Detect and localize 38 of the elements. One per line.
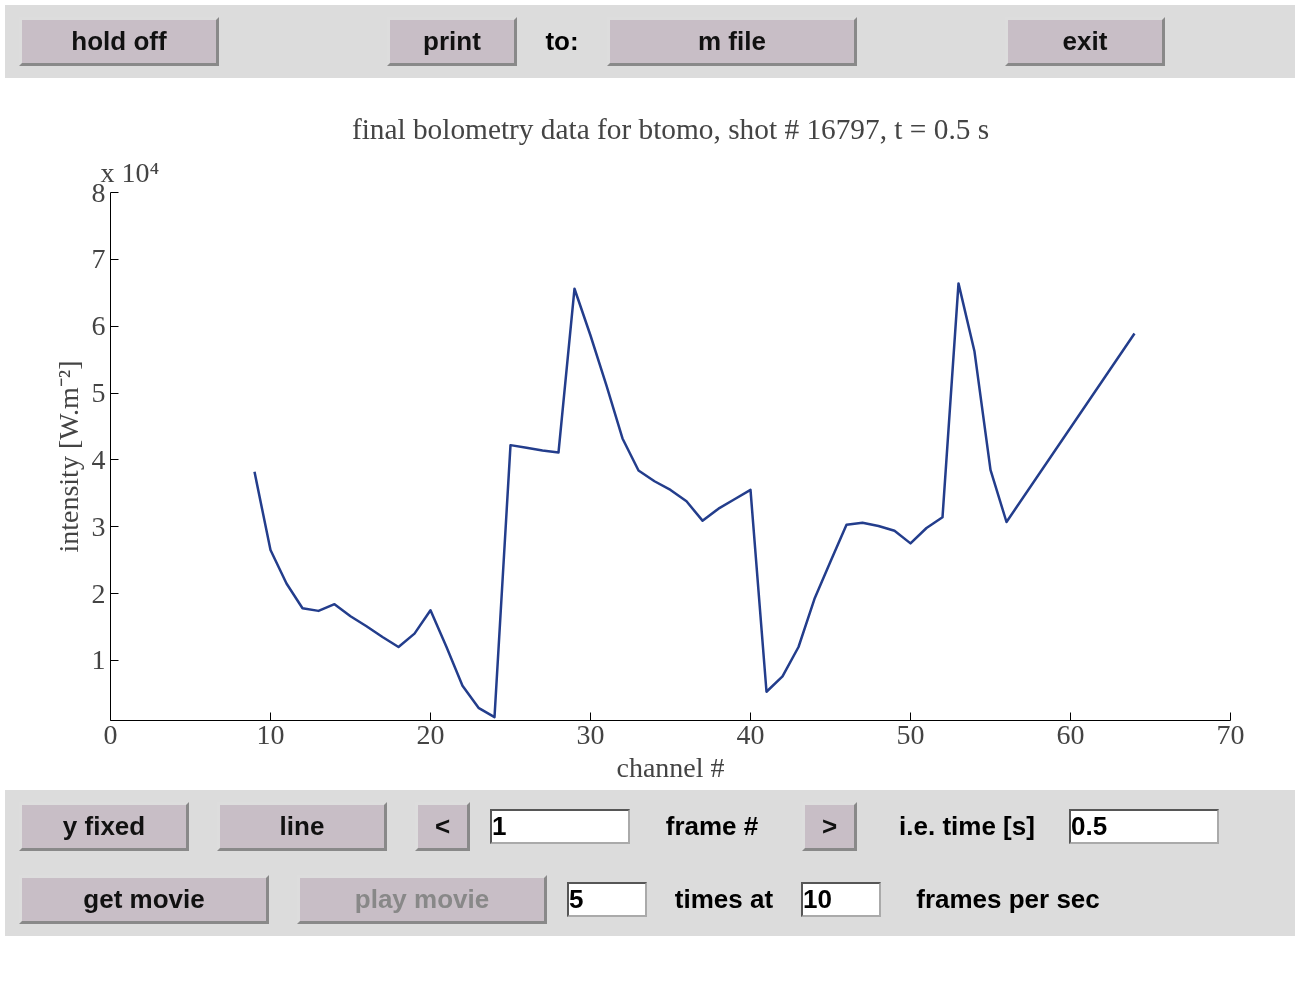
x-tick-label: 40 <box>736 718 765 750</box>
x-tick-label: 70 <box>1216 718 1245 750</box>
x-axis-title: channel # <box>616 751 725 783</box>
text: i.e. time [s] <box>898 811 1036 842</box>
text: > <box>802 802 857 851</box>
line-series <box>253 282 1136 719</box>
chart-title: final bolometry data for btomo, shot # 16797, t = 0.5 s <box>351 112 990 145</box>
text: print <box>387 17 517 66</box>
text: line <box>217 802 387 851</box>
text: get movie <box>19 875 269 924</box>
x-tick-label: 20 <box>416 718 445 750</box>
y-tick-label: 4 <box>91 443 106 475</box>
x-tick-label: 30 <box>576 718 605 750</box>
x-tick-label: 10 <box>256 718 285 750</box>
text: 10 <box>801 882 881 917</box>
y-axis-title: intensity [W.m⁻²] <box>52 360 84 553</box>
text: 0.5 <box>1069 809 1219 844</box>
y-tick-label: 5 <box>91 377 106 409</box>
x-tick-label: 0 <box>103 718 118 750</box>
y-tick-label: 1 <box>91 644 106 676</box>
text: hold off <box>19 17 219 66</box>
text: exit <box>1005 17 1165 66</box>
y-tick-label: 6 <box>91 310 106 342</box>
text: times at <box>673 884 775 915</box>
text: to: <box>544 26 580 57</box>
text: y fixed <box>19 802 189 851</box>
x-tick-label: 50 <box>896 718 925 750</box>
x-tick-label: 60 <box>1056 718 1085 750</box>
text: play movie <box>297 875 547 924</box>
y-tick-label: 2 <box>91 577 106 609</box>
text: frame # <box>664 811 760 842</box>
text: frames per sec <box>915 884 1101 915</box>
y-tick-label: 3 <box>91 510 106 542</box>
y-tick-label: 7 <box>91 243 106 275</box>
text: < <box>415 802 470 851</box>
text: 5 <box>567 882 647 917</box>
text: m file <box>607 17 857 66</box>
text: 1 <box>490 809 630 844</box>
